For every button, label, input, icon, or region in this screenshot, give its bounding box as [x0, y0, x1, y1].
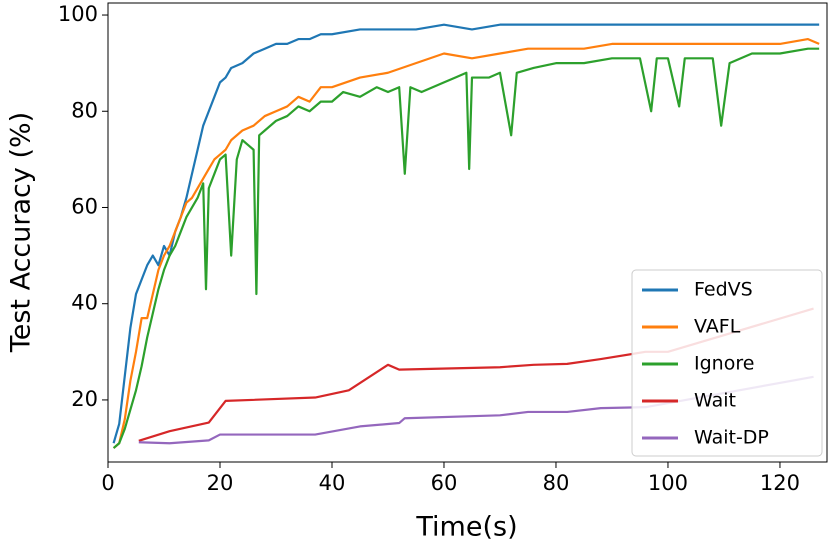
y-tick-label: 40	[71, 291, 98, 315]
y-tick-label: 80	[71, 98, 98, 122]
legend-label: Ignore	[694, 353, 754, 375]
series-line	[138, 307, 814, 442]
x-tick-label: 120	[760, 471, 800, 495]
legend-label: Wait	[694, 390, 736, 412]
y-tick-label: 20	[71, 387, 98, 411]
plot-frame	[107, 2, 828, 463]
y-axis-label: Test Accuracy (%)	[6, 112, 37, 353]
x-tick-label: 20	[207, 471, 234, 495]
legend-label: Wait-DP	[694, 427, 769, 449]
x-tick-label: 60	[431, 471, 458, 495]
x-tick-label: 80	[543, 471, 570, 495]
legend-label: FedVS	[694, 279, 753, 301]
legend-box	[631, 269, 823, 457]
y-tick-label: 60	[71, 194, 98, 218]
x-tick-label: 0	[101, 471, 114, 495]
series-line	[112, 47, 820, 449]
y-tick-label: 100	[58, 2, 98, 26]
series-line	[112, 23, 820, 444]
legend-label: VAFL	[694, 316, 741, 338]
x-tick-label: 40	[319, 471, 346, 495]
series-line	[112, 37, 820, 449]
x-axis-label: Time(s)	[415, 512, 517, 543]
series-line	[138, 375, 814, 445]
x-tick-label: 100	[648, 471, 688, 495]
